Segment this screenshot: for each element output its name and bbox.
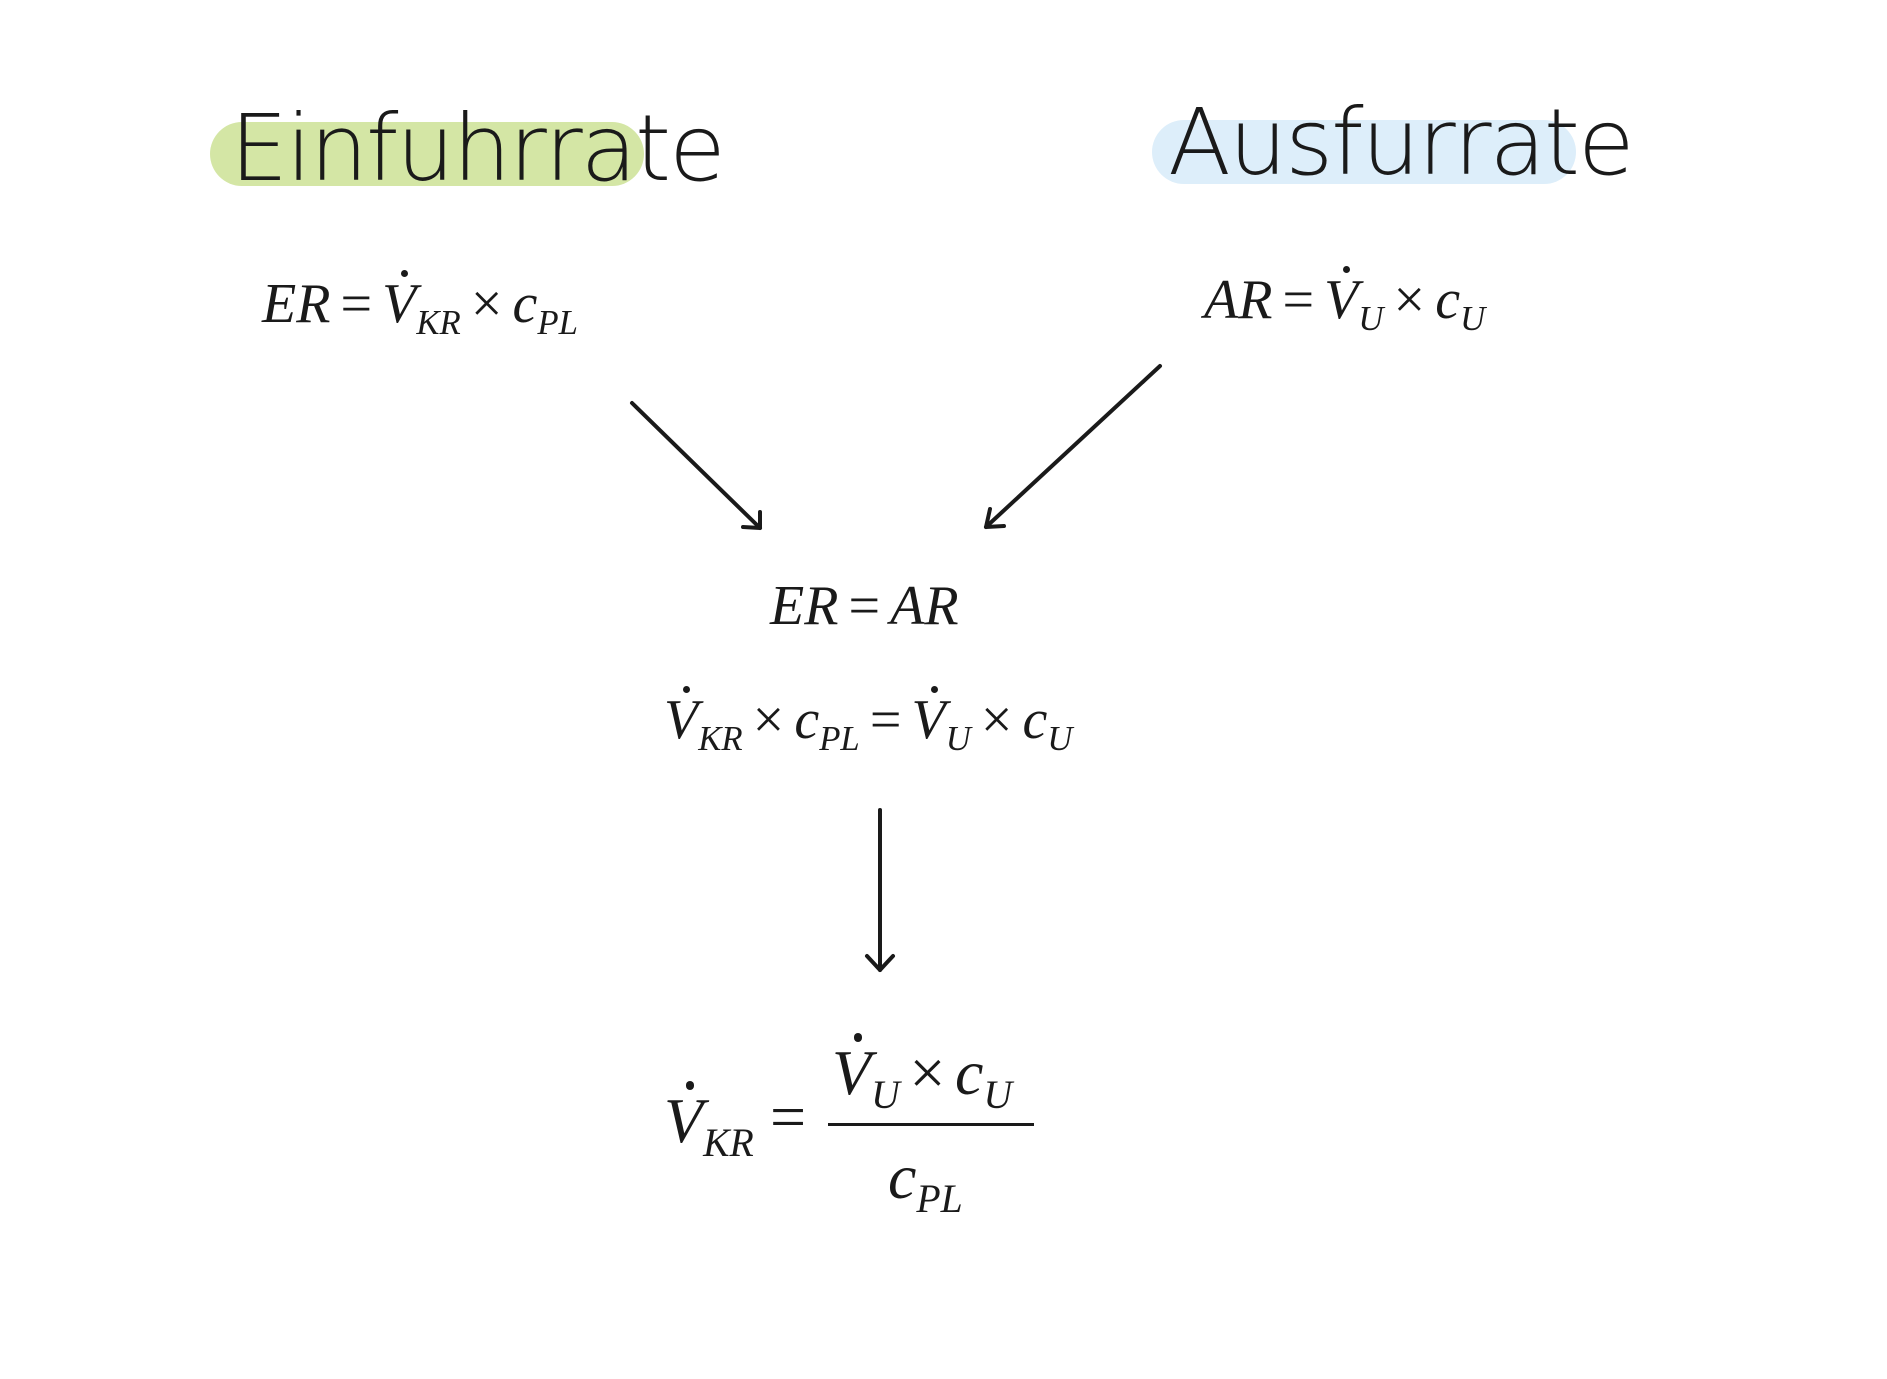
flow-rate-symbol: V [911, 685, 946, 751]
concentration-subscript: PL [916, 1176, 963, 1221]
equation-er: ER = VKR × cPL [262, 269, 578, 340]
concentration-subscript: U [1460, 299, 1486, 339]
flow-rate-symbol: V [664, 685, 699, 751]
equals-sign: = [848, 575, 881, 637]
left-heading-highlight [210, 122, 644, 186]
result-equals: = [770, 1080, 806, 1154]
times-sign: × [752, 689, 785, 751]
times-sign: × [470, 273, 503, 335]
equals-sign: = [1282, 269, 1315, 331]
times-sign: × [1393, 269, 1426, 331]
flow-subscript: U [945, 719, 971, 759]
flow-rate-symbol: V [1324, 265, 1359, 331]
er-symbol: ER [770, 575, 839, 637]
concentration-subscript: PL [537, 303, 578, 343]
times-sign: × [980, 689, 1013, 751]
result-numerator: VU × cU [832, 1033, 1012, 1115]
flow-rate-symbol: V [832, 1033, 872, 1108]
ar-symbol: AR [1204, 269, 1273, 331]
arrow-ar-to-balance [984, 364, 1162, 529]
heading-ausfurrate: Ausfurrate [1168, 89, 1635, 196]
equation-expanded: VKR × cPL = VU × cU [664, 685, 1072, 756]
fraction-bar [828, 1123, 1034, 1126]
times-sign: × [909, 1037, 946, 1108]
concentration-subscript: PL [819, 719, 860, 759]
concentration-symbol: c [1022, 689, 1048, 751]
right-heading-highlight [1152, 120, 1576, 184]
equation-ar: AR = VU × cU [1204, 265, 1485, 336]
equals-sign: = [869, 689, 902, 751]
arrow-er-to-balance [630, 401, 762, 530]
concentration-symbol: c [888, 1141, 917, 1212]
concentration-symbol: c [1435, 269, 1461, 331]
concentration-subscript: U [983, 1072, 1013, 1117]
flow-subscript: U [1358, 299, 1384, 339]
flow-subscript: KR [416, 303, 461, 343]
equals-sign: = [770, 1081, 807, 1152]
concentration-symbol: c [794, 689, 820, 751]
flow-rate-symbol: V [664, 1081, 704, 1156]
er-symbol: ER [262, 273, 331, 335]
ar-symbol: AR [890, 575, 959, 637]
concentration-symbol: c [955, 1037, 984, 1108]
result-denominator: cPL [888, 1140, 963, 1219]
equals-sign: = [340, 273, 373, 335]
flow-subscript: U [871, 1072, 900, 1117]
concentration-symbol: c [512, 273, 538, 335]
flow-rate-symbol: V [382, 269, 417, 335]
equation-balance: ER = AR [770, 574, 959, 638]
heading-einfuhrrate: Einfuhrrate [230, 95, 726, 202]
result-lhs: VKR [664, 1081, 754, 1163]
concentration-subscript: U [1047, 719, 1073, 759]
flow-subscript: KR [698, 719, 743, 759]
arrow-down-to-result [865, 808, 895, 972]
flow-subscript: KR [703, 1120, 754, 1165]
